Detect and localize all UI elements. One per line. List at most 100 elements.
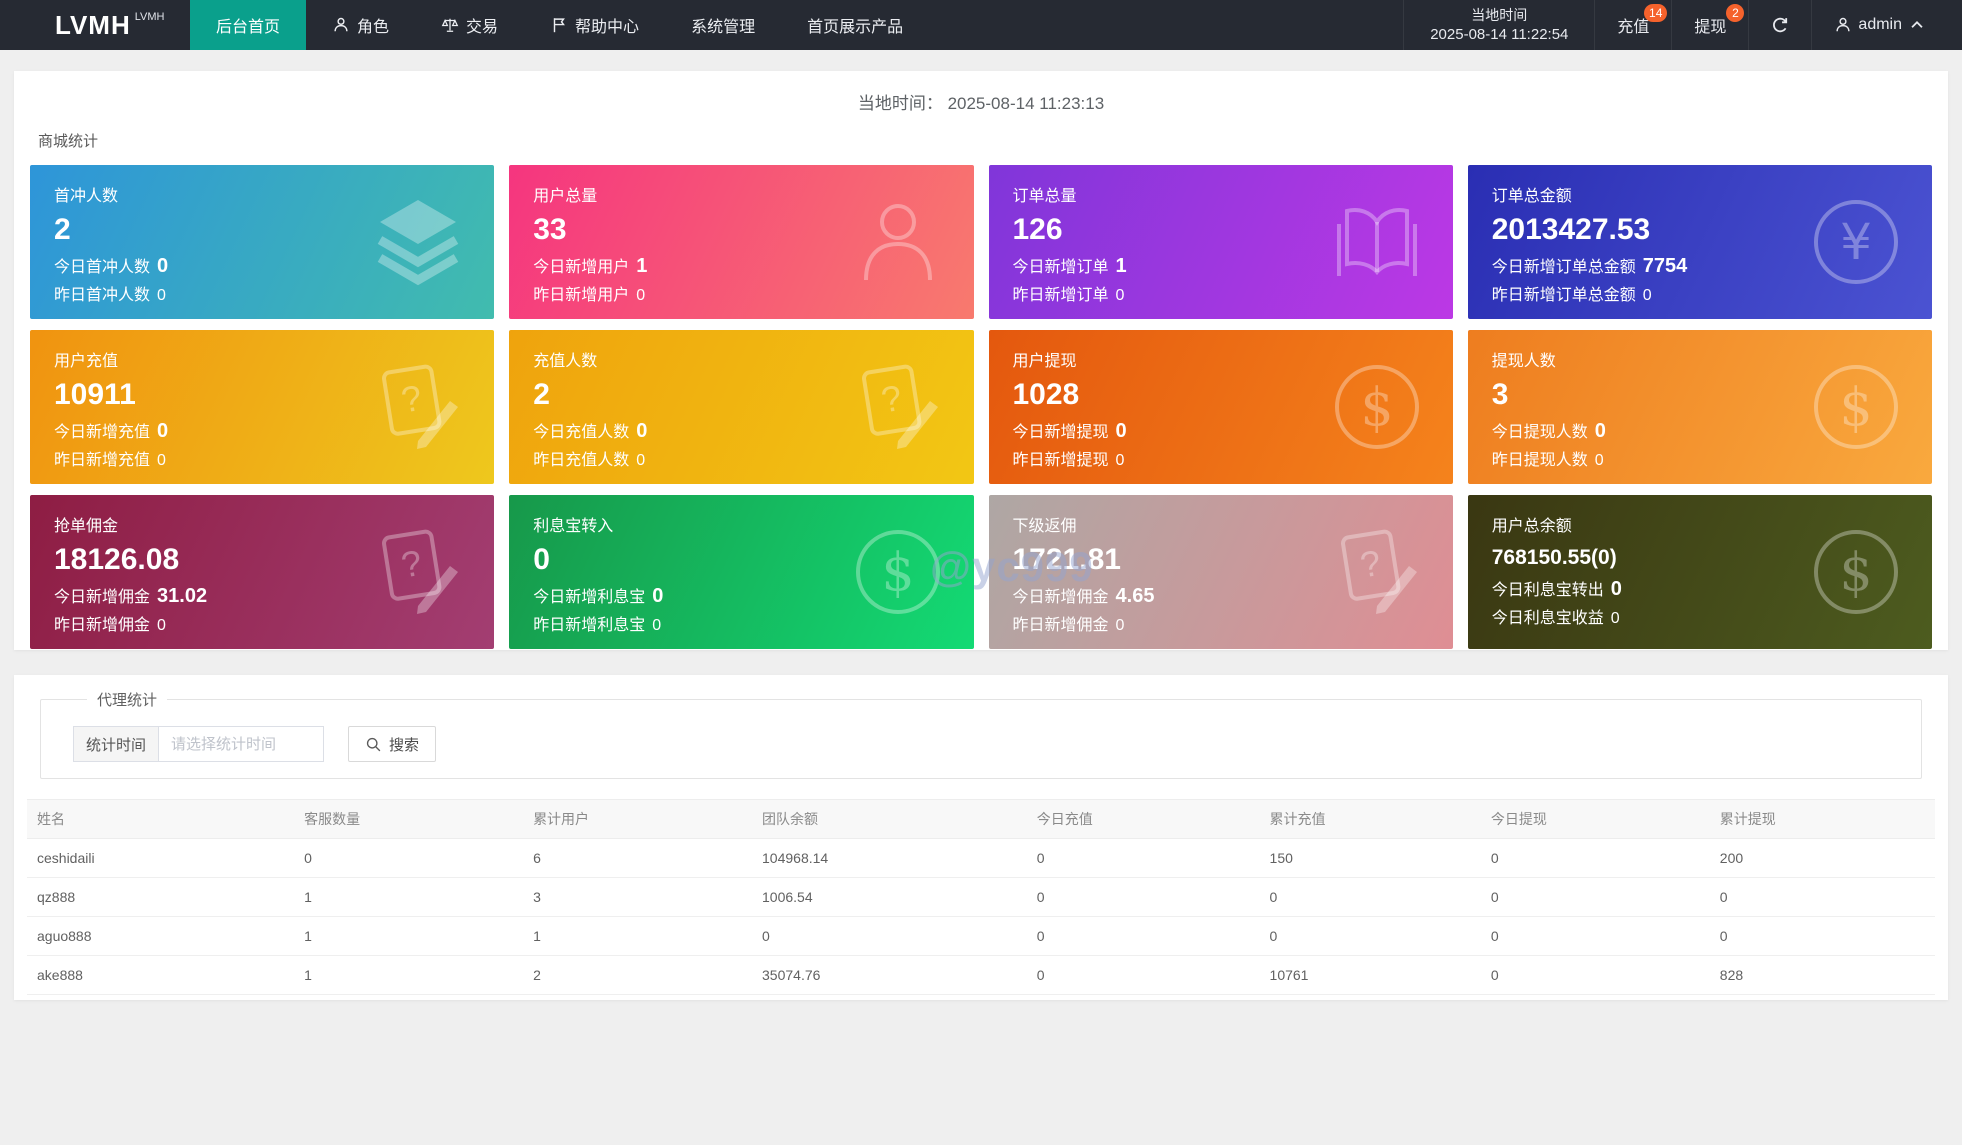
table-cell: 0 [1259,877,1481,917]
table-cell: 10761 [1259,955,1481,995]
table-cell: 0 [1480,838,1710,878]
nav-tab-label: 帮助中心 [575,19,640,36]
stat-card-today-label: 今日新增订单总金额 [1491,259,1636,276]
stat-card-yesterday-value: 0 [157,617,166,634]
stat-card: 用户提现 1028 今日新增提现 0 昨日新增提现 0 $ [988,330,1453,484]
stat-card-yesterday-value: 0 [1610,610,1620,628]
mall-stats-panel: 当地时间： 2025-08-14 11:23:13 商城统计 首冲人数 2 今日… [14,71,1948,650]
stat-card-yesterday-label: 昨日新增订单 [1012,287,1109,304]
stat-card-value: 768150.55(0) [1491,546,1617,569]
table-column-header: 累计提现 [1709,799,1935,839]
refresh-button[interactable] [1748,0,1811,50]
table-cell: 1 [294,916,524,956]
recharge-button[interactable]: 充值 14 [1594,0,1671,50]
table-cell: 2 [523,955,753,995]
nav-tab-label: 角色 [357,19,390,36]
edit-note-icon: ? [368,357,468,457]
edit-note-icon: ? [1327,522,1427,622]
stat-time-input[interactable] [158,726,325,762]
nav-tab-1[interactable]: 后台首页 [190,0,307,50]
recharge-label: 充值 [1617,19,1650,36]
table-cell: 1 [294,955,524,995]
table-column-header: 累计用户 [523,799,753,839]
nav-tab-4[interactable]: 帮助中心 [524,0,665,50]
stat-card-today-value: 7754 [1642,255,1688,277]
stat-card: 用户总余额 768150.55(0) 今日利息宝转出 0 今日利息宝收益 0 $ [1467,495,1932,649]
stat-card-title: 充值人数 [533,353,598,370]
navbar-time-label: 当地时间 [1471,6,1528,23]
stat-card: 订单总量 126 今日新增订单 1 昨日新增订单 0 [988,165,1453,319]
stat-card-value: 0 [533,543,550,576]
nav-tab-5[interactable]: 系统管理 [665,0,781,50]
stat-card-title: 下级返佣 [1012,518,1077,535]
svg-text:$: $ [881,543,914,603]
svg-text:?: ? [1357,542,1383,586]
table-cell: 3 [523,877,753,917]
stat-time-label: 统计时间 [73,726,159,762]
stat-card-today-label: 今日首冲人数 [54,259,151,276]
svg-text:?: ? [399,377,425,421]
stat-card-title: 用户总余额 [1491,518,1572,535]
stat-card-value: 3 [1491,378,1509,411]
stat-card-today-label: 今日新增充值 [54,424,151,441]
stat-cards-grid: 首冲人数 2 今日首冲人数 0 昨日首冲人数 0 用户总量 33 今日新增用户 … [30,165,1932,649]
nav-tab-6[interactable]: 首页展示产品 [781,0,929,50]
nav-tab-label: 交易 [466,19,499,36]
admin-menu[interactable]: admin [1811,0,1948,50]
svg-text:$: $ [1839,378,1872,438]
refresh-icon [1771,16,1789,34]
stat-card-today-label: 今日利息宝转出 [1491,582,1604,600]
table-cell: 0 [752,916,1027,956]
table-cell: 0 [1709,916,1935,956]
stat-card-yesterday-value: 0 [1115,287,1125,304]
stat-card-today-value: 0 [157,420,169,442]
agent-stats-panel: 代理统计 统计时间 搜索 姓名客服数量累计用户团队余额今日充值累计充值今日提现累… [14,675,1948,1000]
table-cell: 0 [1480,955,1710,995]
stat-card-title: 利息宝转入 [533,518,614,535]
stat-card-yesterday-value: 0 [1115,617,1125,634]
edit-note-icon: ? [368,522,468,622]
agent-stats-fieldset: 代理统计 统计时间 搜索 [40,689,1922,779]
nav-tab-2[interactable]: 角色 [306,0,415,50]
dollar-icon: $ [1806,357,1906,457]
stat-card-yesterday-value: 0 [636,452,646,469]
stat-card-yesterday-label: 今日利息宝收益 [1491,610,1604,628]
stat-card-today-label: 今日新增利息宝 [533,589,646,606]
table-cell: 0 [1026,877,1260,917]
stat-card-today-label: 今日新增佣金 [1012,589,1109,606]
stat-card-today-value: 31.02 [157,585,208,607]
stat-card: 抢单佣金 18126.08 今日新增佣金 31.02 昨日新增佣金 0 ? [30,495,495,649]
withdraw-button[interactable]: 提现 2 [1671,0,1748,50]
table-column-header: 团队余额 [752,799,1027,839]
stat-card-today-value: 0 [157,255,169,277]
stat-card-yesterday-label: 昨日新增用户 [533,287,630,304]
svg-text:$: $ [1360,378,1393,438]
nav-tab-3[interactable]: 交易 [415,0,524,50]
search-button[interactable]: 搜索 [348,726,437,762]
stat-card-yesterday-label: 昨日提现人数 [1491,452,1588,469]
stat-card-yesterday-value: 0 [1594,452,1604,469]
dollar-icon: $ [1327,357,1427,457]
stat-card-yesterday-value: 0 [157,452,166,469]
recharge-badge: 14 [1644,4,1668,22]
stat-card-yesterday-label: 昨日新增佣金 [1012,617,1109,634]
admin-person-icon [1834,16,1852,34]
table-cell: 1006.54 [752,877,1027,917]
nav-tab-label: 首页展示产品 [807,19,904,36]
table-cell: 0 [294,838,524,878]
table-header-row: 姓名 客服数量 累计用户 团队余额 今日充值 累计充值 今日提现 累计提现 [27,799,1935,839]
person-icon [332,16,350,34]
stat-card-yesterday-value: 0 [652,617,662,634]
stat-card-yesterday-label: 昨日首冲人数 [54,287,151,304]
search-button-label: 搜索 [389,736,420,754]
withdraw-badge: 2 [1726,4,1745,22]
stat-card-yesterday-label: 昨日新增充值 [54,452,151,469]
table-cell: 104968.14 [752,838,1027,878]
table-cell: 0 [1259,916,1481,956]
svg-text:?: ? [878,377,904,421]
stat-card-today-label: 今日新增用户 [533,259,630,276]
navbar-local-time: 当地时间 2025-08-14 11:22:54 [1403,0,1594,50]
agent-stats-legend: 代理统计 [97,692,158,709]
table-cell: 0 [1480,916,1710,956]
stat-card: 首冲人数 2 今日首冲人数 0 昨日首冲人数 0 [30,165,495,319]
